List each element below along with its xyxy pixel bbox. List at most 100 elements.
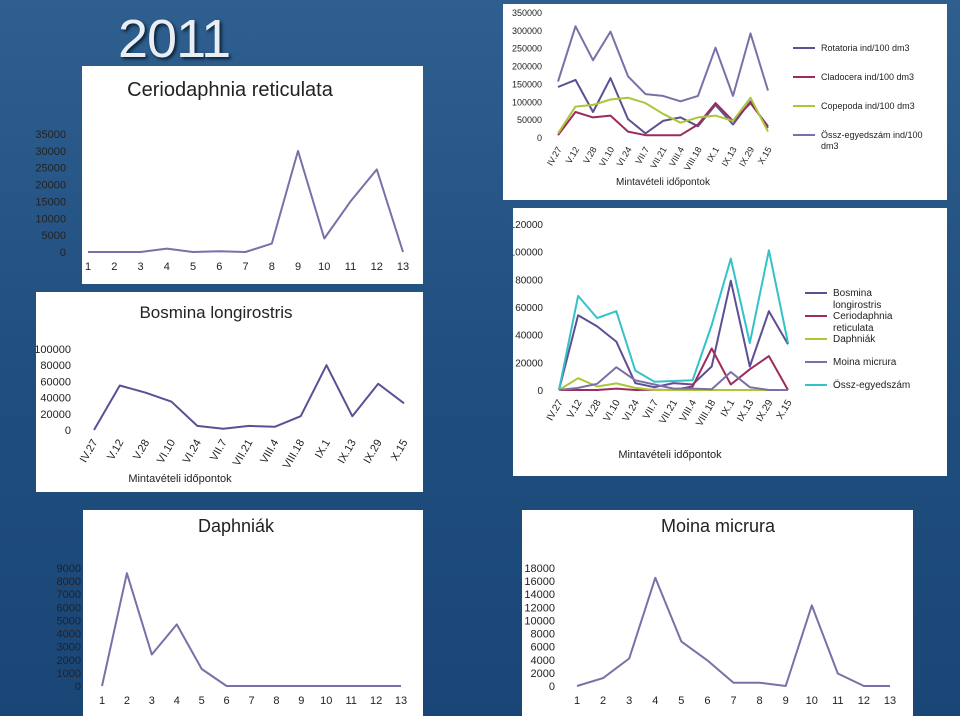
y-tick-label: 25000 — [35, 163, 66, 175]
x-tick-label: IX.29 — [362, 438, 385, 466]
x-tick-label: IX.29 — [737, 145, 756, 168]
series-line-1 — [93, 364, 405, 431]
x-tick-label: VIII.18 — [281, 438, 307, 472]
x-tick-label: VI.10 — [597, 145, 616, 168]
y-tick-label: 12000 — [524, 602, 555, 614]
y-tick-label: 0 — [537, 133, 542, 143]
x-tick-label: 10 — [318, 261, 330, 273]
y-tick-label: 60000 — [515, 303, 543, 314]
chart-bosmina-panel: Bosmina longirostris 0 20000 40000 60000 8000… — [36, 292, 423, 492]
y-tick-label: 100000 — [36, 344, 71, 356]
chart-ceriodaphnia-panel: Ceriodaphnia reticulata 0 5000 10000 15000 20… — [0, 66, 423, 284]
y-tick-label: 8000 — [57, 576, 81, 588]
x-tick-label: 3 — [626, 695, 632, 707]
x-tick-label: 12 — [370, 695, 382, 707]
y-tick-label: 6000 — [57, 602, 81, 614]
x-tick-label: X.15 — [756, 145, 774, 166]
legend-label: Moina micrura — [833, 357, 897, 368]
x-tick-label: 6 — [704, 695, 710, 707]
legend-label: Össz-egyedszám ind/100 dm3 — [821, 130, 923, 151]
y-tick-label: 0 — [60, 247, 66, 259]
x-tick-label: V.12 — [105, 438, 126, 463]
y-tick-label: 5000 — [57, 615, 81, 627]
y-tick-label: 1000 — [57, 668, 81, 680]
x-tick-label: V.12 — [565, 398, 585, 421]
x-tick-label: 2 — [124, 695, 130, 707]
x-tick-label: 4 — [652, 695, 658, 707]
year-heading: 2011 — [118, 9, 231, 69]
y-tick-label: 0 — [549, 681, 555, 693]
x-tick-label: 7 — [242, 261, 248, 273]
legend-label: Copepoda ind/100 dm3 — [821, 101, 915, 111]
y-tick-label: 0 — [65, 425, 71, 437]
y-tick-label: 40000 — [40, 393, 71, 405]
x-tick-label: VI.10 — [602, 398, 623, 424]
x-tick-label: V.28 — [131, 438, 152, 463]
y-tick-label: 50000 — [517, 115, 542, 125]
x-tick-label: 13 — [395, 695, 407, 707]
y-tick-label: 18000 — [524, 563, 555, 575]
y-tick-label: 300000 — [512, 26, 542, 36]
y-tick-label: 10000 — [35, 213, 66, 225]
x-tick-label: VII.7 — [633, 145, 651, 166]
legend-label: Daphniák — [833, 334, 876, 345]
y-tick-label: 3000 — [57, 642, 81, 654]
x-tick-label: 1 — [574, 695, 580, 707]
series-line-1 — [558, 279, 789, 391]
y-tick-label: 8000 — [531, 629, 555, 641]
x-tick-label: 2 — [600, 695, 606, 707]
x-tick-label: IX.1 — [719, 398, 738, 419]
x-tick-label: V.12 — [564, 145, 582, 165]
x-axis-title: Mintavételi időpontok — [618, 449, 722, 461]
y-tick-label: 200000 — [512, 62, 542, 72]
chart-daphnia-panel: Daphniák 0 1000 2000 3000 4000 5000 6000 7000 800… — [0, 510, 423, 716]
y-tick-label: 9000 — [57, 563, 81, 575]
y-tick-label: 2000 — [57, 655, 81, 667]
x-tick-label: X.15 — [389, 438, 411, 464]
x-tick-label: IV.27 — [545, 145, 564, 167]
x-tick-label: X.15 — [775, 398, 795, 422]
x-tick-label: VII.21 — [648, 145, 668, 170]
x-tick-label: 5 — [199, 695, 205, 707]
series-line-4 — [558, 366, 788, 391]
x-tick-label: VII.21 — [658, 398, 681, 427]
chart-title: Bosmina longirostris — [139, 303, 292, 322]
y-tick-label: 80000 — [515, 275, 543, 286]
chart-bosmina: Bosmina longirostris 0 20000 40000 60000 8000… — [36, 303, 411, 485]
y-tick-label: 20000 — [515, 358, 543, 369]
y-tick-label: 40000 — [515, 331, 543, 342]
y-tick-label: 35000 — [35, 129, 66, 141]
chart-groups-panel: 0 50000 100000 150000 200000 250000 300000 3500… — [503, 4, 947, 200]
y-tick-label: 10000 — [524, 615, 555, 627]
y-tick-label: 6000 — [531, 642, 555, 654]
legend-label: Ceriodaphnia reticulata — [833, 311, 893, 334]
series-line-3 — [558, 377, 788, 391]
x-tick-label: 12 — [858, 695, 870, 707]
y-tick-label: 80000 — [40, 360, 71, 372]
x-tick-label: IX.13 — [336, 438, 359, 466]
x-tick-label: 4 — [164, 261, 170, 273]
y-tick-label: 20000 — [40, 409, 71, 421]
x-tick-label: IX.13 — [735, 398, 756, 424]
x-tick-label: 11 — [345, 695, 356, 707]
chart-title: Ceriodaphnia reticulata — [127, 79, 334, 101]
x-tick-label: V.28 — [584, 398, 604, 421]
x-tick-label: 9 — [298, 695, 304, 707]
y-tick-label: 14000 — [524, 589, 555, 601]
series-line-1 — [101, 572, 401, 687]
x-tick-label: IV.27 — [78, 438, 101, 465]
x-tick-label: 5 — [190, 261, 196, 273]
x-tick-label: VI.24 — [621, 398, 642, 424]
chart-title: Moina micrura — [661, 516, 776, 536]
y-tick-label: 20000 — [35, 180, 66, 192]
series-line-5 — [558, 249, 789, 391]
y-tick-label: 0 — [537, 386, 543, 397]
x-tick-label: 7 — [248, 695, 254, 707]
x-tick-label: IX.29 — [754, 398, 775, 424]
x-tick-label: 3 — [137, 261, 143, 273]
series-line-4 — [557, 25, 769, 103]
x-tick-label: 8 — [269, 261, 275, 273]
x-tick-label: 9 — [783, 695, 789, 707]
